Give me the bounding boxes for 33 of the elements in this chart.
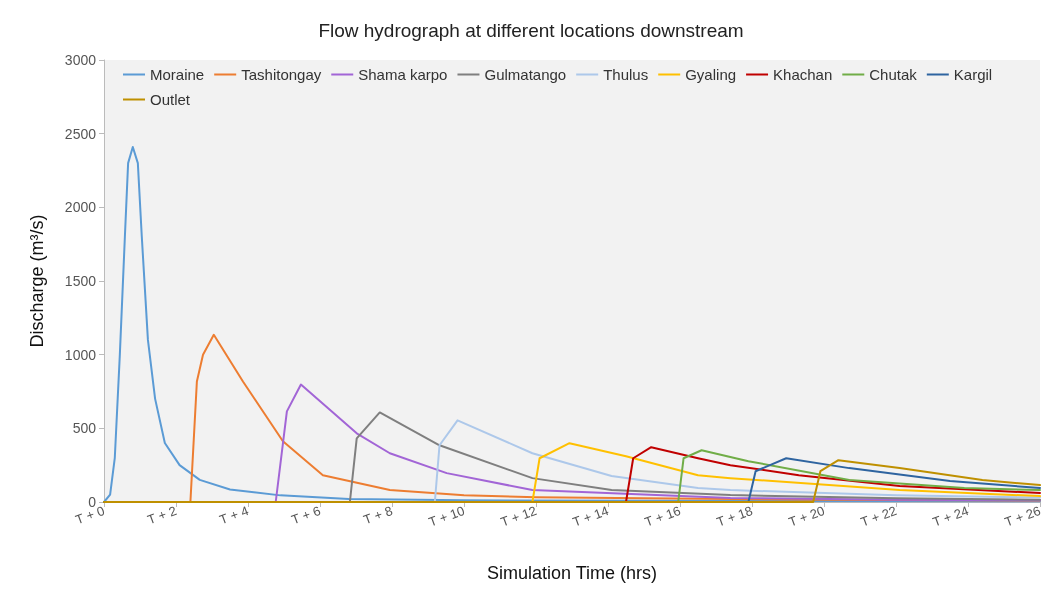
y-axis-title: Discharge (m³/s)	[27, 214, 47, 348]
x-tick-label: T + 24	[930, 502, 971, 530]
x-axis-title: Simulation Time (hrs)	[486, 563, 658, 583]
legend-label: Khachan	[773, 66, 833, 83]
x-tick-label: T + 18	[714, 502, 755, 530]
legend-label: Chutak	[869, 66, 918, 83]
x-tick-label: T + 16	[642, 502, 683, 530]
y-tick-label: 1000	[64, 346, 97, 363]
legend-label: Shama karpo	[358, 66, 448, 83]
y-tick-label: 1500	[64, 273, 97, 289]
chart-title: Flow hydrograph at different locations downstream	[318, 20, 744, 41]
legend-label: Thulus	[603, 66, 649, 83]
legend-label: Gyaling	[685, 66, 737, 83]
x-tick-label: T + 22	[858, 502, 899, 530]
x-tick-label: T + 4	[217, 502, 251, 528]
x-tick-label: T + 6	[289, 502, 323, 528]
legend-label: Moraine	[150, 66, 205, 83]
legend-label: Gulmatango	[484, 66, 567, 83]
legend-label: Tashitongay	[241, 66, 322, 83]
legend-label: Kargil	[953, 66, 993, 83]
x-tick-label: T + 26	[1002, 502, 1043, 530]
x-tick-label: T + 8	[361, 502, 395, 528]
y-tick-label: 500	[72, 420, 97, 437]
x-tick-label: T + 14	[570, 502, 611, 530]
x-tick-label: T + 20	[786, 502, 827, 530]
y-tick-label: 0	[88, 494, 97, 510]
y-tick-label: 3000	[64, 52, 97, 68]
y-tick-label: 2000	[64, 199, 97, 216]
x-tick-label: T + 2	[145, 502, 179, 528]
x-tick-label: T + 10	[426, 502, 467, 530]
legend-label: Outlet	[150, 91, 191, 108]
x-tick-label: T + 12	[498, 502, 539, 530]
y-tick-label: 2500	[64, 125, 97, 142]
